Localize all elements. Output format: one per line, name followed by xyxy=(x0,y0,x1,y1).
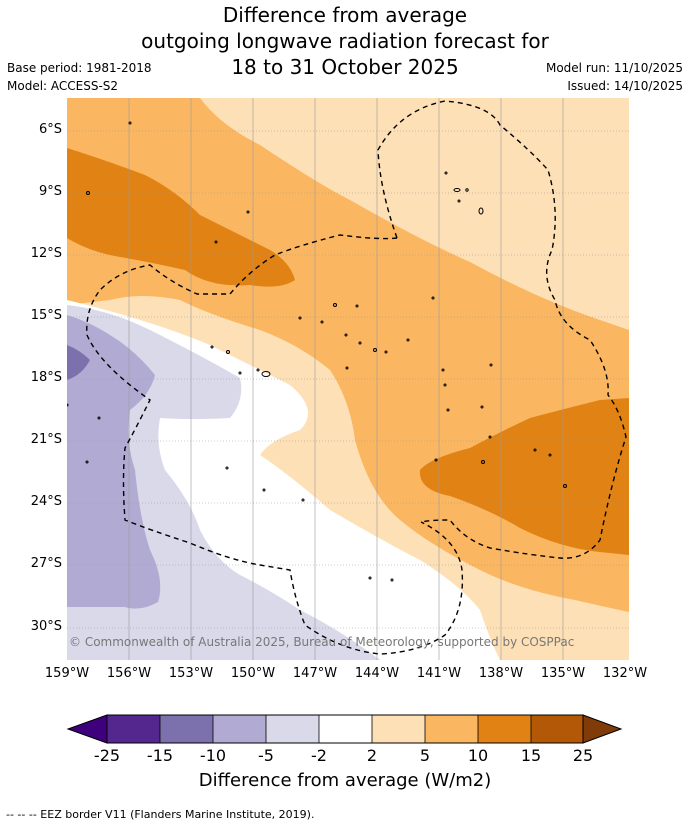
lat-label-21s: 21°S xyxy=(30,432,62,447)
colorbar-bin-2 xyxy=(160,715,213,743)
title-line-2: outgoing longwave radiation forecast for xyxy=(141,29,549,53)
region-10-to-15-east xyxy=(419,398,629,555)
colorbar-tick: 15 xyxy=(520,746,542,765)
lon-label-135w: 135°W xyxy=(540,666,586,681)
base-period: Base period: 1981-2018 xyxy=(7,61,152,75)
colorbar-min-extension xyxy=(66,714,108,744)
gridlines xyxy=(67,130,629,629)
colorbar-title: Difference from average (W/m2) xyxy=(198,770,492,791)
lat-label-30s: 30°S xyxy=(30,619,62,634)
map-panel: © Commonwealth of Australia 2025, Bureau… xyxy=(67,98,629,660)
lon-label-141w: 141°W xyxy=(416,666,462,681)
colorbar xyxy=(66,714,623,744)
colorbar-bin-8 xyxy=(478,715,531,743)
islands xyxy=(67,121,567,582)
map-copyright: © Commonwealth of Australia 2025, Bureau… xyxy=(69,635,574,649)
colorbar-bin-9 xyxy=(531,715,583,743)
lat-label-6s: 6°S xyxy=(38,122,62,137)
meta-right: Model run: 11/10/2025 Issued: 14/10/2025 xyxy=(546,59,683,95)
eez-borders xyxy=(86,100,627,655)
colorbar-bin-4 xyxy=(266,715,319,743)
colorbar-max-extension xyxy=(582,714,623,744)
eez-legend-note: -- -- -- EEZ border V11 (Flanders Marine… xyxy=(6,808,315,821)
colorbar-tick: 10 xyxy=(467,746,489,765)
title-line-1: Difference from average xyxy=(222,3,468,27)
lon-label-132w: 132°W xyxy=(602,666,648,681)
lon-label-138w: 138°W xyxy=(478,666,524,681)
colorbar-tick: -10 xyxy=(199,746,227,765)
lat-label-24s: 24°S xyxy=(30,494,62,509)
colorbar-tick: -5 xyxy=(258,746,274,765)
chart-title: Difference from average outgoing longwav… xyxy=(0,2,690,80)
lon-label-159w: 159°W xyxy=(44,666,90,681)
lon-label-156w: 156°W xyxy=(106,666,152,681)
lat-label-18s: 18°S xyxy=(30,370,62,385)
region-minus10-to-minus5 xyxy=(67,315,161,609)
lat-label-27s: 27°S xyxy=(30,556,62,571)
model-run: Model run: 11/10/2025 xyxy=(545,61,683,75)
lat-label-9s: 9°S xyxy=(38,184,62,199)
colorbar-tick: 5 xyxy=(419,746,431,765)
colorbar-bin-5 xyxy=(319,715,372,743)
issued-date: Issued: 14/10/2025 xyxy=(567,79,683,93)
colorbar-bin-7 xyxy=(425,715,478,743)
lon-label-147w: 147°W xyxy=(292,666,338,681)
colorbar-bin-3 xyxy=(213,715,266,743)
model-name: Model: ACCESS-S2 xyxy=(7,79,119,93)
lon-label-153w: 153°W xyxy=(168,666,214,681)
colorbar-tick: -15 xyxy=(146,746,174,765)
colorbar-tick: 2 xyxy=(366,746,378,765)
colorbar-bin-6 xyxy=(372,715,425,743)
meta-left: Base period: 1981-2018 Model: ACCESS-S2 xyxy=(7,59,152,95)
lat-label-12s: 12°S xyxy=(30,246,62,261)
colorbar-tick: 25 xyxy=(572,746,594,765)
region-minus15-to-minus10 xyxy=(67,345,90,380)
lat-label-15s: 15°S xyxy=(30,308,62,323)
lon-label-150w: 150°W xyxy=(230,666,276,681)
colorbar-bin-1 xyxy=(107,715,160,743)
colorbar-tick: -2 xyxy=(311,746,327,765)
title-line-3: 18 to 31 October 2025 xyxy=(231,55,459,79)
region-10-to-15-west xyxy=(67,148,295,287)
colorbar-tick: -25 xyxy=(93,746,121,765)
lon-label-144w: 144°W xyxy=(354,666,400,681)
